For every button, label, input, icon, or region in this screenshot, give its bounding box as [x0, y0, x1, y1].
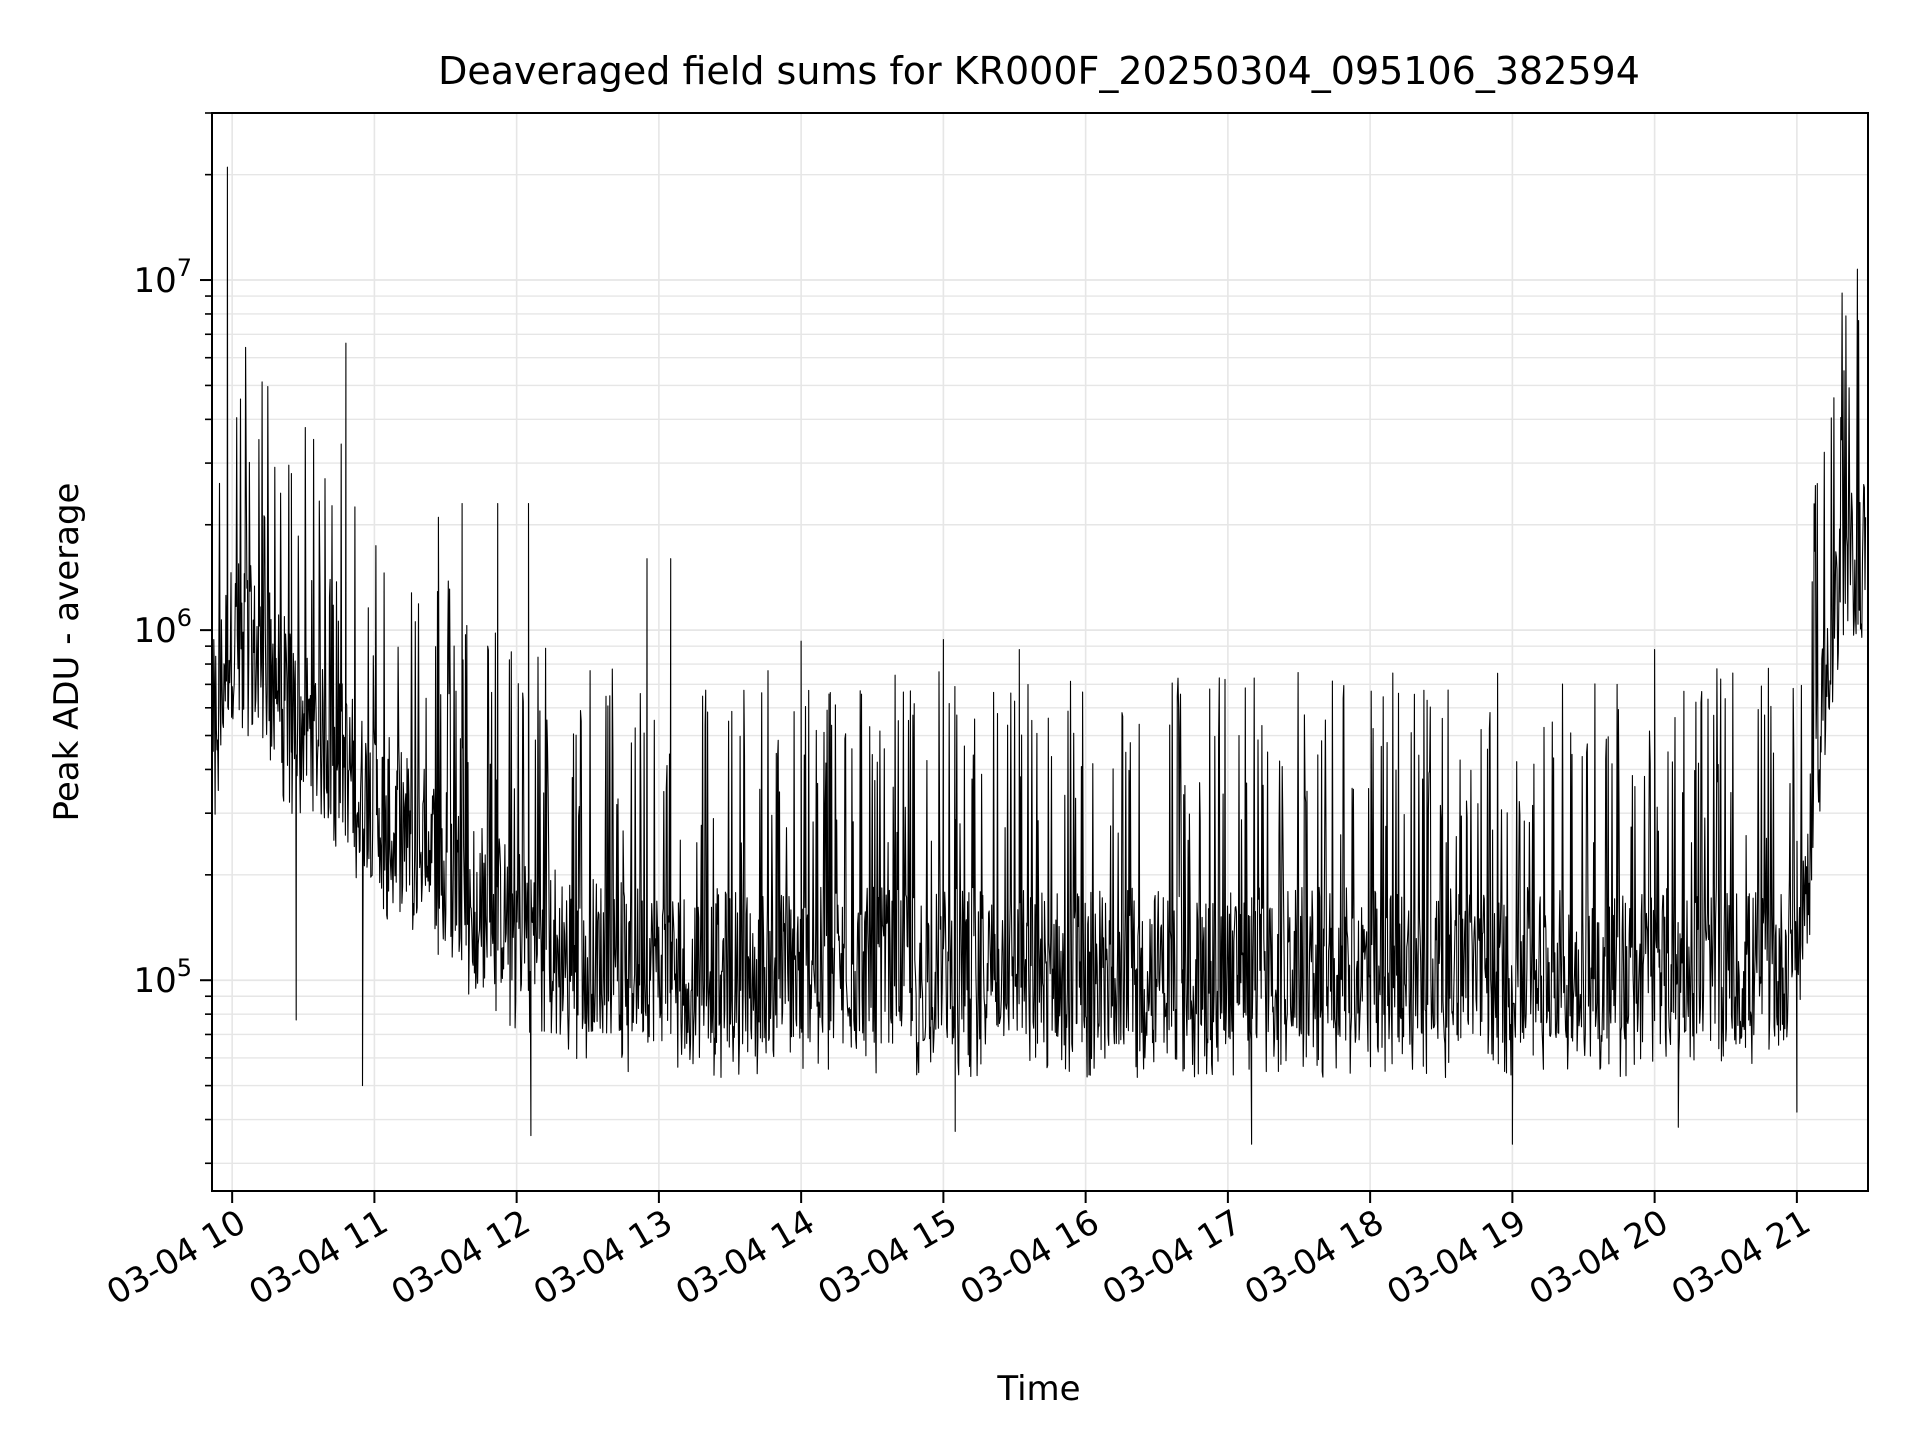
x-axis-label: Time	[996, 1369, 1080, 1409]
y-axis-label: Peak ADU - average	[47, 483, 87, 822]
y-axis: 105 106 107	[133, 112, 212, 1165]
series-line	[212, 166, 1867, 1145]
series-layer	[212, 166, 1867, 1145]
chart-title: Deaveraged field sums for KR000F_2025030…	[438, 49, 1640, 93]
y-tick-label: 106	[133, 604, 192, 651]
y-tick-label: 107	[133, 254, 192, 301]
y-tick-label: 105	[133, 954, 192, 1001]
plot-frame	[211, 112, 1869, 1192]
